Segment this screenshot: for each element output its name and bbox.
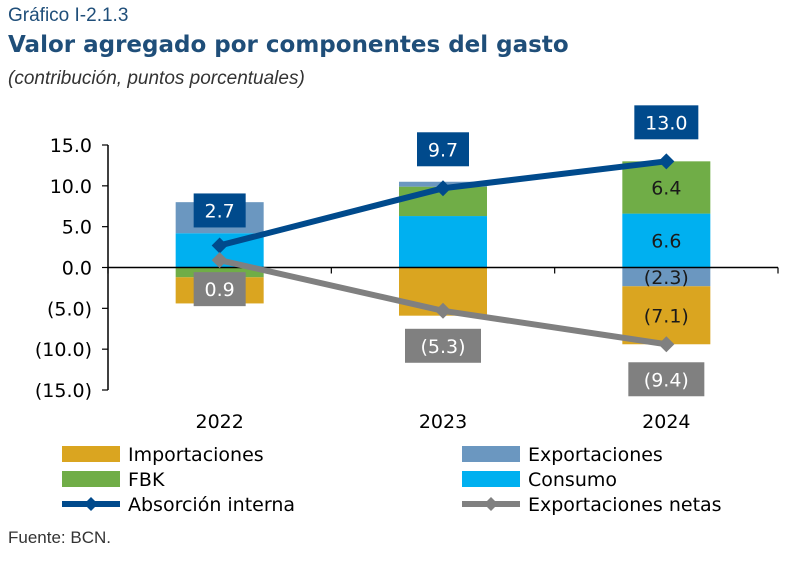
legend-label: Exportaciones netas (528, 494, 722, 516)
legend-label: FBK (128, 469, 165, 491)
y-tick-label: (10.0) (35, 339, 92, 361)
line-label-box (193, 193, 246, 228)
line-label-box (634, 105, 699, 140)
bar-data-label: (7.1) (644, 305, 689, 327)
chart-title: Valor agregado por componentes del gasto (8, 32, 569, 58)
x-tick-label: 2024 (642, 411, 690, 433)
legend-label: Importaciones (128, 444, 264, 466)
legend-swatch (62, 471, 120, 487)
line-data-label: (9.4) (644, 369, 689, 391)
line-data-label: 9.7 (428, 139, 458, 161)
y-tick-label: 10.0 (50, 176, 92, 198)
chart-header: Gráfico I-2.1.3 Valor agregado por compo… (8, 4, 569, 92)
line-marker (211, 252, 228, 269)
bar-data-label: 6.6 (651, 231, 681, 253)
y-tick-label: (5.0) (47, 298, 92, 320)
line-marker (658, 153, 675, 170)
line-label-box (628, 362, 705, 397)
y-tick-label: 5.0 (62, 217, 92, 239)
line-data-label: 2.7 (205, 200, 235, 222)
bar-fbk-2024 (622, 161, 711, 214)
legend-swatch (62, 446, 120, 462)
y-tick-label: (15.0) (35, 380, 92, 402)
legend-label: Exportaciones (528, 444, 663, 466)
x-tick-label: 2022 (195, 411, 243, 433)
bar-consumo-2023 (399, 216, 487, 268)
x-tick-label: 2023 (419, 411, 467, 433)
line-marker (435, 302, 451, 319)
line-data-label: 0.9 (205, 279, 235, 301)
line-data-label: 13.0 (645, 112, 687, 134)
legend-marker (484, 497, 498, 511)
legend-swatch (462, 446, 520, 462)
line-data-label: (5.3) (420, 336, 465, 358)
line-marker (211, 237, 228, 254)
bar-data-label: 6.4 (651, 177, 681, 199)
line-label-box (417, 132, 469, 167)
bar-importaciones-2024 (622, 286, 711, 345)
legend-swatch (462, 471, 520, 487)
chart-kicker: Gráfico I-2.1.3 (8, 5, 129, 26)
legend-label: Absorción interna (128, 494, 295, 516)
line-marker (658, 336, 675, 353)
line-marker (435, 180, 451, 197)
legend-label: Consumo (528, 469, 617, 491)
legend-marker (84, 497, 98, 511)
chart-subtitle: (contribución, puntos porcentuales) (8, 68, 305, 89)
y-tick-label: 0.0 (62, 258, 92, 280)
bar-exportaciones-2024 (622, 267, 711, 287)
y-tick-label: 15.0 (50, 135, 92, 157)
line-label-box (193, 272, 246, 307)
line-label-box (405, 328, 481, 363)
bar-consumo-2024 (622, 213, 711, 268)
chart-source: Fuente: BCN. (8, 528, 111, 547)
bar-data-label: (2.3) (644, 267, 689, 289)
